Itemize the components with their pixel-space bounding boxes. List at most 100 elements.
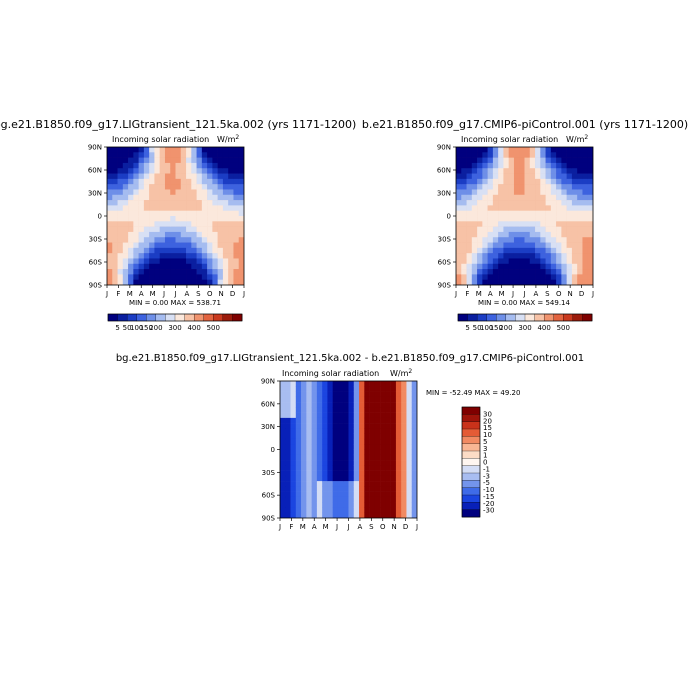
heatmap-cell xyxy=(191,274,197,280)
heatmap-cell xyxy=(353,386,360,392)
heatmap-cell xyxy=(374,481,381,487)
heatmap-cell xyxy=(385,475,391,482)
heatmap-cell xyxy=(519,226,525,233)
heatmap-cell xyxy=(482,247,488,254)
heatmap-cell xyxy=(290,491,297,498)
heatmap-cell xyxy=(238,247,244,254)
heatmap-cell xyxy=(471,173,478,180)
heatmap-cell xyxy=(107,210,113,217)
heatmap-cell xyxy=(587,184,593,190)
heatmap-cell xyxy=(207,157,213,164)
heatmap-cell xyxy=(369,433,376,440)
colorbar-swatch xyxy=(461,421,481,430)
heatmap-cell xyxy=(466,242,473,249)
heatmap-cell xyxy=(311,470,318,477)
heatmap-cell xyxy=(582,200,589,206)
heatmap-cell xyxy=(343,507,349,514)
heatmap-cell xyxy=(482,242,488,249)
heatmap-cell xyxy=(359,470,365,477)
heatmap-cell xyxy=(322,507,328,514)
heatmap-cell xyxy=(529,221,536,227)
heatmap-cell xyxy=(280,396,286,403)
heatmap-cell xyxy=(311,444,318,450)
heatmap-cell xyxy=(207,242,213,249)
heatmap-cell xyxy=(380,449,386,456)
heatmap-cell xyxy=(133,247,139,254)
heatmap-cell xyxy=(128,168,134,174)
heatmap-cell xyxy=(285,496,291,503)
heatmap-cell xyxy=(571,216,578,222)
heatmap-cell xyxy=(401,396,407,403)
heatmap-cell xyxy=(138,157,145,164)
heatmap-cell xyxy=(374,444,381,450)
heatmap-cell xyxy=(222,184,229,190)
heatmap-cell xyxy=(577,184,583,190)
heatmap-cell xyxy=(471,258,478,265)
heatmap-cell xyxy=(316,386,323,392)
heatmap-cell xyxy=(233,194,240,201)
heatmap-cell xyxy=(316,417,323,424)
colorbar-swatch xyxy=(461,509,481,518)
heatmap-cell xyxy=(390,454,397,461)
y-tick-label: 90S xyxy=(262,515,276,523)
heatmap-cell xyxy=(390,465,397,471)
heatmap-cell xyxy=(327,444,333,450)
heatmap-cell xyxy=(295,486,302,492)
heatmap-cell xyxy=(556,279,562,285)
heatmap-cell xyxy=(159,221,166,227)
heatmap-cell xyxy=(180,279,187,285)
y-tick-label: 0 xyxy=(447,213,451,221)
heatmap-cell xyxy=(411,512,417,518)
heatmap-cell xyxy=(487,189,494,196)
heatmap-cell xyxy=(196,231,203,238)
heatmap-cell xyxy=(556,258,562,265)
heatmap-cell xyxy=(128,242,134,249)
heatmap-cell xyxy=(143,258,150,265)
heatmap-cell xyxy=(327,502,333,508)
heatmap-cell xyxy=(503,173,509,180)
heatmap-cell xyxy=(406,407,413,413)
heatmap-cell xyxy=(535,162,541,169)
heatmap-cell xyxy=(122,194,129,201)
heatmap-cell xyxy=(112,168,118,174)
heatmap-cell xyxy=(550,242,557,249)
heatmap-cell xyxy=(112,263,118,270)
heatmap-cell xyxy=(540,168,546,174)
heatmap-cell xyxy=(498,200,504,206)
x-tick-label: A xyxy=(488,290,493,298)
colorbar-label: -15 xyxy=(483,493,494,501)
heatmap-cell xyxy=(524,178,531,185)
heatmap-cell xyxy=(385,454,391,461)
heatmap-cell xyxy=(535,205,541,211)
heatmap-cell xyxy=(348,486,355,492)
heatmap-cell xyxy=(316,444,323,450)
panel-title: bg.e21.B1850.f09_g17.LIGtransient_121.5k… xyxy=(116,353,584,364)
heatmap-cell xyxy=(337,396,344,403)
heatmap-cell xyxy=(117,216,124,222)
heatmap-cell xyxy=(524,247,531,254)
heatmap-cell xyxy=(359,391,365,398)
y-tick-label: 90N xyxy=(88,144,102,152)
heatmap-cell xyxy=(280,386,286,392)
heatmap-cell xyxy=(524,168,531,174)
heatmap-cell xyxy=(466,226,473,233)
heatmap-cell xyxy=(577,162,583,169)
heatmap-cell xyxy=(233,189,240,196)
heatmap-cell xyxy=(461,263,467,270)
heatmap-cell xyxy=(482,210,488,217)
heatmap-cell xyxy=(228,274,234,280)
heatmap-cell xyxy=(456,269,462,275)
heatmap-cell xyxy=(228,147,234,153)
heatmap-cell xyxy=(390,512,397,518)
heatmap-cell xyxy=(280,444,286,450)
heatmap-cell xyxy=(545,200,552,206)
heatmap-cell xyxy=(122,269,129,275)
heatmap-cell xyxy=(343,386,349,392)
heatmap-cell xyxy=(395,433,402,440)
colorbar-frame xyxy=(461,406,481,518)
heatmap-cell xyxy=(353,475,360,482)
heatmap-cell xyxy=(159,253,166,259)
heatmap-cell xyxy=(529,247,536,254)
heatmap-cell xyxy=(508,237,515,243)
heatmap-cell xyxy=(280,428,286,434)
